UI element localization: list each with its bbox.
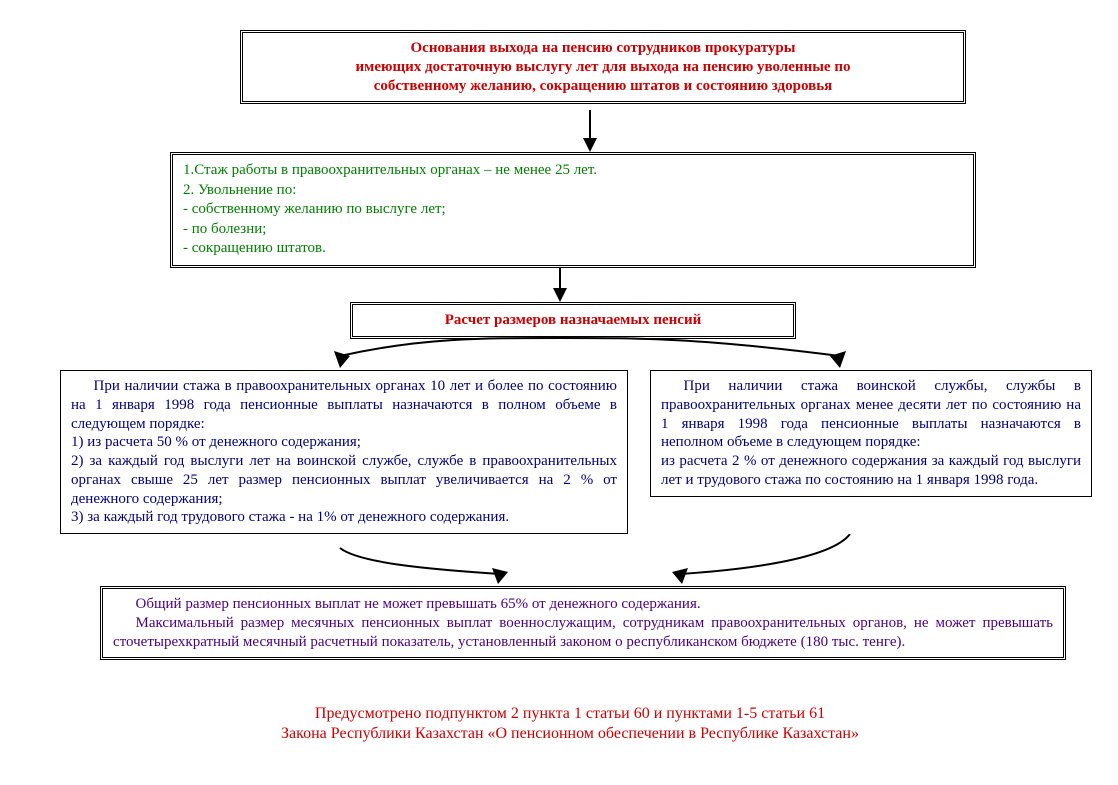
title-line-1: Основания выхода на пенсию сотрудников п… bbox=[253, 39, 953, 58]
right-p1: При наличии стажа воинской службы, служб… bbox=[661, 377, 1081, 452]
bottom-p1: Общий размер пенсионных выплат не может … bbox=[113, 595, 1053, 614]
left-p2: 1) из расчета 50 % от денежного содержан… bbox=[71, 433, 617, 452]
right-p2: из расчета 2 % от денежного содержания з… bbox=[661, 452, 1081, 490]
calc-title-text: Расчет размеров назначаемых пенсий bbox=[445, 312, 702, 328]
criteria-line-3: - собственному желанию по выслуге лет; bbox=[183, 200, 963, 220]
arrow-title-to-criteria bbox=[580, 110, 600, 152]
criteria-box: 1.Стаж работы в правоохранительных орган… bbox=[170, 152, 976, 268]
law-reference: Предусмотрено подпунктом 2 пункта 1 стат… bbox=[100, 704, 1040, 744]
bottom-summary-box: Общий размер пенсионных выплат не может … bbox=[100, 586, 1066, 660]
law-line-2: Закона Республики Казахстан «О пенсионно… bbox=[100, 724, 1040, 744]
arrow-merge-to-bottom bbox=[60, 534, 1070, 588]
bottom-p2: Максимальный размер месячных пенсионных … bbox=[113, 614, 1053, 652]
left-p1: При наличии стажа в правоохранительных о… bbox=[71, 377, 617, 433]
criteria-line-5: - сокращению штатов. bbox=[183, 239, 963, 259]
title-box: Основания выхода на пенсию сотрудников п… bbox=[240, 30, 966, 104]
left-p4: 3) за каждый год трудового стажа - на 1%… bbox=[71, 508, 617, 527]
criteria-line-4: - по болезни; bbox=[183, 220, 963, 240]
law-line-1: Предусмотрено подпунктом 2 пункта 1 стат… bbox=[100, 704, 1040, 724]
left-calc-box: При наличии стажа в правоохранительных о… bbox=[60, 370, 628, 534]
title-line-3: собственному желанию, сокращению штатов … bbox=[253, 77, 953, 96]
title-line-2: имеющих достаточную выслугу лет для выхо… bbox=[253, 58, 953, 77]
left-p3: 2) за каждый год выслуги лет на воинской… bbox=[71, 452, 617, 508]
criteria-line-2: 2. Увольнение по: bbox=[183, 181, 963, 201]
arrow-criteria-to-calc bbox=[550, 268, 570, 302]
calc-title-box: Расчет размеров назначаемых пенсий bbox=[350, 302, 796, 339]
right-calc-box: При наличии стажа воинской службы, служб… bbox=[650, 370, 1092, 497]
criteria-line-1: 1.Стаж работы в правоохранительных орган… bbox=[183, 161, 963, 181]
